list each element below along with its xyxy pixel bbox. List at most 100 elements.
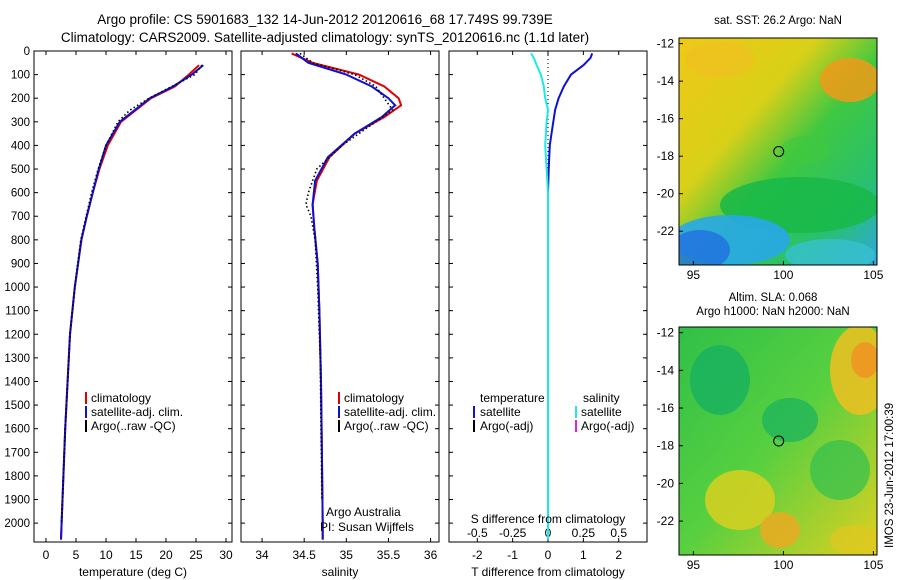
salinity-panel: 34 34.5 35 35.5 36 salinity climatology sate… xyxy=(240,50,440,579)
depth-tick-label: 500 xyxy=(11,164,30,176)
depth-tick-label: 1000 xyxy=(4,282,30,294)
sla-map-x-axis: 95 100 105 xyxy=(687,551,884,572)
depth-tick-label: 1200 xyxy=(4,329,30,341)
series-argo xyxy=(60,64,203,524)
x-tick-label: 35.5 xyxy=(377,548,401,562)
series-s-satellite xyxy=(530,52,550,540)
sla-map-title-1: Altim. SLA: 0.068 xyxy=(729,292,818,304)
lat-tick-label: -12 xyxy=(657,37,675,51)
lon-tick-label: 105 xyxy=(863,268,883,282)
salinity-lines xyxy=(291,52,403,540)
difference-x-axis: -2 -1 0 1 2-0.5 -0.25 0 0.25 0.5 xyxy=(467,51,627,562)
lat-tick-label: -14 xyxy=(657,74,675,88)
depth-tick-label: 2000 xyxy=(4,518,30,530)
depth-tick-label: 1100 xyxy=(5,306,30,318)
title-line-1: Argo profile: CS 5901683_132 14-Jun-2012… xyxy=(97,12,553,27)
legend-label-t-satellite: satellite xyxy=(480,405,521,419)
depth-tick-label: 700 xyxy=(11,211,30,223)
salinity-y-ticks xyxy=(241,50,439,524)
temperature-panel: 0100200300400500600700800900100011001200… xyxy=(4,46,233,579)
lat-tick-label: -22 xyxy=(657,224,675,238)
x-tick-label: 0 xyxy=(43,548,50,562)
depth-tick-label: 800 xyxy=(11,235,30,247)
depth-tick-label: 1400 xyxy=(4,376,30,388)
temperature-axes xyxy=(33,50,233,543)
depth-tick-label: 1300 xyxy=(4,353,30,365)
temperature-lines xyxy=(60,64,204,540)
lon-tick-label: 95 xyxy=(687,558,701,572)
legend-label-s-argo: Argo(-adj) xyxy=(581,419,634,433)
legend-label-satellite: satellite-adj. clim. xyxy=(91,405,183,419)
x-tick-label: 0 xyxy=(545,548,552,562)
legend-title-salinity: salinity xyxy=(583,391,620,405)
temperature-x-axis: 0 5 10 15 20 25 30 xyxy=(43,51,233,562)
lat-tick-label: -20 xyxy=(657,187,675,201)
title-line-2: Climatology: CARS2009. Satellite-adjuste… xyxy=(61,30,589,45)
x-tick-label: 35 xyxy=(340,548,354,562)
temperature-legend: climatology satellite-adj. clim. Argo(..… xyxy=(85,391,183,433)
sla-map-title-2: Argo h1000: NaN h2000: NaN xyxy=(696,306,849,318)
lon-tick-label: 100 xyxy=(773,558,793,572)
salinity-legend: climatology satellite-adj. clim. Argo(..… xyxy=(338,391,436,433)
lat-tick-label: -18 xyxy=(657,439,675,453)
imos-timestamp: IMOS 23-Jun-2012 17:00:39 xyxy=(884,403,896,548)
sla-field xyxy=(679,327,877,555)
s-diff-tick-label: -0.25 xyxy=(499,526,527,540)
depth-tick-label: 400 xyxy=(11,140,30,152)
profile-location-marker xyxy=(773,145,785,157)
lat-tick-label: -16 xyxy=(657,401,675,415)
depth-tick-label: 1700 xyxy=(4,447,30,459)
x-tick-label: 34.5 xyxy=(293,548,317,562)
difference-y-ticks xyxy=(449,50,647,524)
lat-tick-label: -16 xyxy=(657,112,675,126)
series-argo xyxy=(299,52,394,500)
sla-map-y-axis: -12 -14 -16 -18 -20 -22 xyxy=(657,326,683,528)
x-tick-label: 15 xyxy=(129,548,143,562)
x-tick-label: 10 xyxy=(99,548,113,562)
lat-tick-label: -20 xyxy=(657,476,675,490)
legend-label-satellite: satellite-adj. clim. xyxy=(344,405,436,419)
annotation-argo-australia: Argo Australia xyxy=(326,505,401,519)
depth-tick-label: 600 xyxy=(11,188,30,200)
depth-tick-label: 1600 xyxy=(4,424,30,436)
sst-field xyxy=(679,38,877,265)
series-t-satellite xyxy=(547,53,594,540)
lon-tick-label: 95 xyxy=(687,268,701,282)
lon-tick-label: 105 xyxy=(863,558,883,572)
annotation-pi: PI: Susan Wijffels xyxy=(320,520,414,534)
lat-tick-label: -18 xyxy=(657,149,675,163)
s-diff-tick-label: 0.5 xyxy=(610,526,627,540)
t-difference-xlabel: T difference from climatology xyxy=(471,565,625,579)
depth-tick-label: 1500 xyxy=(4,400,30,412)
lat-tick-label: -22 xyxy=(657,514,675,528)
sst-map-x-axis: 95 100 105 xyxy=(687,261,884,282)
x-tick-label: 20 xyxy=(159,548,173,562)
sst-map-y-axis: -12 -14 -16 -18 -20 -22 xyxy=(657,37,683,238)
sst-map-axes xyxy=(678,37,878,266)
salinity-axes xyxy=(240,50,440,543)
series-climatology xyxy=(60,64,200,540)
legend-label-climatology: climatology xyxy=(91,391,151,405)
legend-label-argo: Argo(..raw -QC) xyxy=(344,419,429,433)
x-tick-label: 36 xyxy=(424,548,438,562)
lat-tick-label: -12 xyxy=(657,326,675,340)
x-tick-label: 30 xyxy=(219,548,233,562)
profile-location-marker xyxy=(773,435,785,447)
x-tick-label: 34 xyxy=(255,548,269,562)
series-satellite xyxy=(60,64,204,540)
legend-label-argo: Argo(..raw -QC) xyxy=(91,419,176,433)
depth-axis: 0 100 200 300 400 500 600 700 800 900 1000 1100 1200… xyxy=(4,46,232,530)
difference-lines xyxy=(530,52,594,540)
x-tick-label: 2 xyxy=(615,548,622,562)
x-tick-label: -1 xyxy=(507,548,518,562)
salinity-x-axis: 34 34.5 35 35.5 36 xyxy=(255,51,438,562)
sla-map-axes xyxy=(678,326,878,556)
sst-map-panel: sat. SST: 26.2 Argo: NaN 95 100 105 -12 -14… xyxy=(657,15,884,282)
x-tick-label: 1 xyxy=(580,548,587,562)
legend-label-climatology: climatology xyxy=(344,391,404,405)
series-climatology xyxy=(291,52,403,540)
depth-tick-label: 900 xyxy=(11,258,30,270)
legend-label-t-argo: Argo(-adj) xyxy=(480,419,533,433)
depth-tick-label: 100 xyxy=(11,70,30,82)
